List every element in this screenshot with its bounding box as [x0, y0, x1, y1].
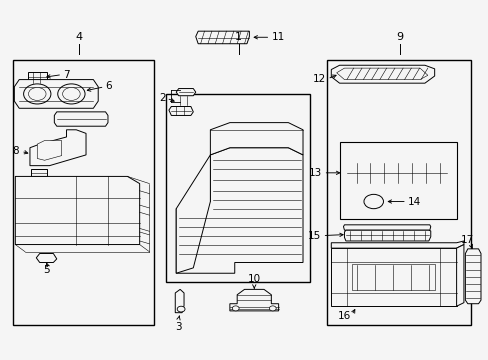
Polygon shape: [343, 225, 430, 230]
Polygon shape: [31, 169, 47, 176]
Circle shape: [58, 84, 85, 104]
Polygon shape: [15, 176, 140, 244]
Polygon shape: [27, 72, 47, 83]
Text: 11: 11: [271, 32, 284, 41]
Polygon shape: [330, 248, 456, 306]
Polygon shape: [210, 123, 303, 155]
Polygon shape: [456, 244, 463, 306]
Text: 6: 6: [105, 81, 112, 91]
Text: 13: 13: [308, 168, 322, 178]
Polygon shape: [30, 130, 86, 166]
Text: 4: 4: [75, 32, 82, 42]
Text: 16: 16: [337, 311, 350, 321]
Polygon shape: [168, 107, 193, 116]
Circle shape: [269, 306, 276, 311]
Polygon shape: [54, 112, 108, 126]
Polygon shape: [351, 264, 434, 291]
Circle shape: [177, 306, 184, 312]
Circle shape: [28, 87, 46, 100]
Polygon shape: [344, 230, 430, 241]
Text: 10: 10: [247, 274, 260, 284]
Text: 1: 1: [235, 32, 242, 42]
Text: 5: 5: [43, 265, 49, 275]
Text: 15: 15: [307, 231, 321, 240]
Polygon shape: [229, 289, 278, 311]
Text: 3: 3: [175, 321, 182, 332]
Polygon shape: [366, 195, 381, 208]
Bar: [166, 94, 310, 282]
Polygon shape: [14, 80, 98, 108]
Text: 9: 9: [395, 32, 402, 42]
Polygon shape: [176, 155, 210, 273]
Polygon shape: [465, 249, 480, 304]
Polygon shape: [440, 167, 445, 178]
Polygon shape: [36, 253, 57, 262]
Circle shape: [232, 306, 239, 311]
Text: 2: 2: [159, 93, 165, 103]
Polygon shape: [175, 289, 183, 313]
Text: 12: 12: [312, 74, 326, 84]
Polygon shape: [37, 140, 61, 160]
Text: 7: 7: [63, 69, 70, 80]
Polygon shape: [344, 162, 448, 184]
Polygon shape: [176, 148, 303, 273]
Text: 8: 8: [13, 145, 19, 156]
Polygon shape: [347, 167, 352, 178]
Polygon shape: [330, 65, 434, 83]
Circle shape: [363, 194, 383, 209]
Polygon shape: [336, 68, 427, 80]
Text: 17: 17: [460, 235, 473, 244]
Polygon shape: [330, 241, 463, 248]
Polygon shape: [176, 89, 195, 96]
Polygon shape: [195, 31, 249, 44]
Bar: [327, 60, 470, 325]
Bar: [13, 60, 154, 325]
Bar: [339, 142, 456, 220]
Text: 14: 14: [407, 197, 420, 207]
Circle shape: [23, 84, 51, 104]
Circle shape: [62, 87, 80, 100]
